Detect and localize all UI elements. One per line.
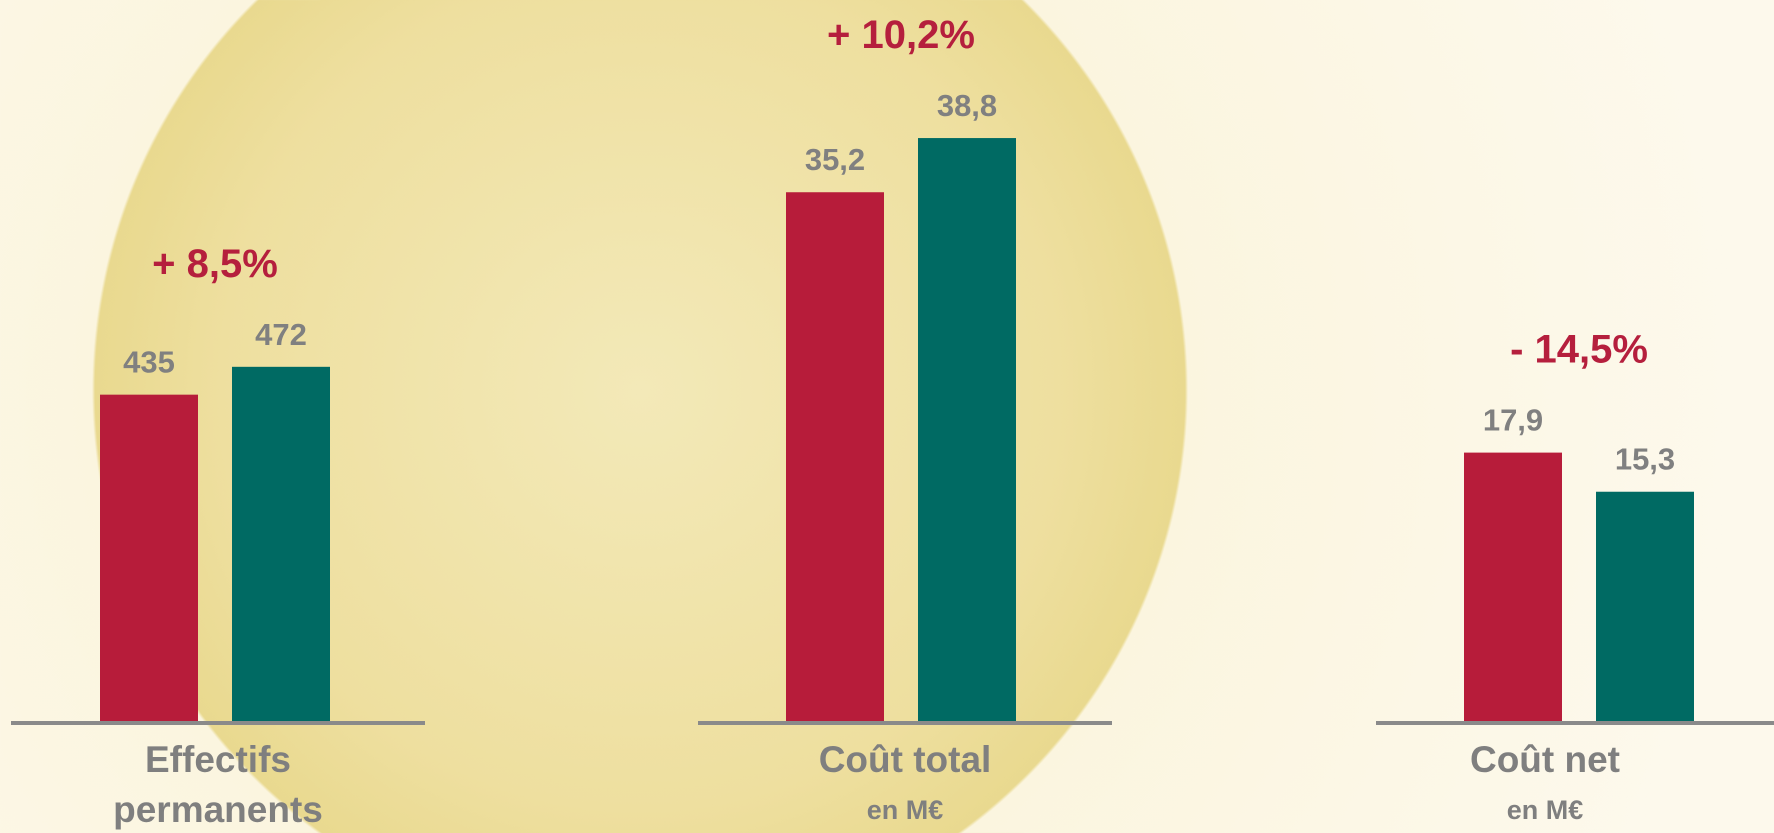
- value-label: 435: [123, 345, 175, 380]
- category-label-group: Coût net en M€: [1385, 735, 1705, 827]
- category-label: Effectifs permanents: [113, 739, 323, 830]
- bar: [1464, 452, 1562, 722]
- bar: [1596, 491, 1694, 722]
- bar: [918, 138, 1016, 722]
- value-label: 17,9: [1483, 403, 1543, 438]
- value-label: 35,2: [805, 142, 865, 177]
- category-label-group: Coût total en M€: [745, 735, 1065, 827]
- category-label: Coût net: [1469, 739, 1621, 780]
- bar: [786, 192, 884, 723]
- category-label: Coût total: [818, 739, 992, 780]
- annotation: - 14,5%: [1510, 328, 1648, 372]
- value-label: 15,3: [1615, 442, 1675, 477]
- bar: [100, 394, 198, 722]
- value-label: 472: [255, 317, 307, 352]
- annotation: + 10,2%: [827, 13, 975, 57]
- annotation: + 8,5%: [152, 242, 278, 286]
- category-subtitle: en M€: [1506, 795, 1584, 825]
- category-label-group: Effectifs permanents: [58, 735, 378, 833]
- value-label: 38,8: [937, 88, 997, 123]
- bar: [232, 366, 330, 722]
- category-subtitle: en M€: [866, 795, 944, 825]
